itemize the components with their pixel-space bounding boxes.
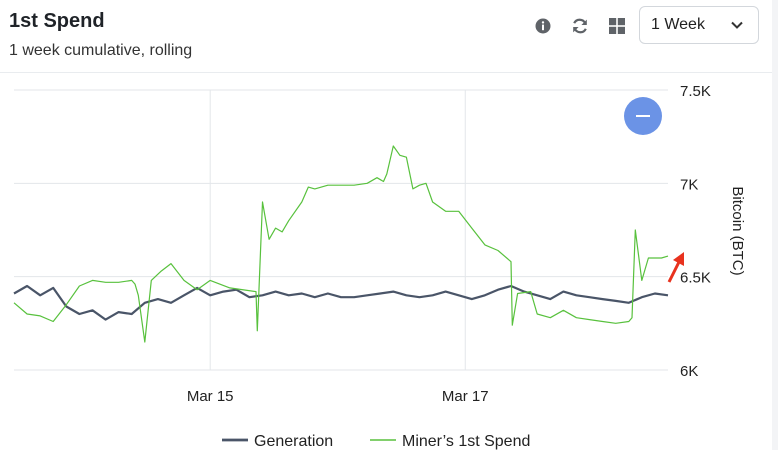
legend-label: Miner’s 1st Spend [402, 433, 530, 450]
scrollbar-track[interactable] [772, 0, 778, 450]
chevron-down-icon [730, 18, 744, 37]
chart-legend: Generation Miner’s 1st Spend [222, 433, 530, 450]
chart-grid [14, 89, 668, 371]
info-icon[interactable] [532, 15, 554, 37]
time-range-value: 1 Week [651, 16, 705, 33]
y-tick-label: 6.5K [680, 270, 711, 287]
minus-icon [636, 115, 650, 117]
series-line-generation [13, 284, 669, 321]
annotation-arrow [667, 252, 684, 283]
y-tick-label: 6K [680, 363, 698, 380]
y-tick-label: 7.5K [680, 83, 711, 100]
header-divider [0, 72, 778, 73]
y-axis-label: Bitcoin (BTC) [729, 186, 746, 275]
series-line-miners-1st-spend [13, 145, 669, 343]
zoom-out-button[interactable] [624, 97, 662, 135]
page-subtitle: 1 week cumulative, rolling [9, 42, 193, 59]
time-range-select[interactable]: 1 Week [639, 6, 759, 44]
x-tick-label: Mar 17 [442, 388, 489, 405]
y-tick-label: 7K [680, 176, 698, 193]
page-title: 1st Spend [9, 10, 105, 32]
grid-icon[interactable] [606, 15, 628, 37]
y-axis: 7.5K 7K 6.5K 6K [680, 83, 711, 380]
chart-series [13, 145, 669, 343]
refresh-icon[interactable] [569, 15, 591, 37]
x-axis: Mar 15 Mar 17 [187, 388, 489, 405]
legend-label: Generation [254, 433, 333, 450]
x-tick-label: Mar 15 [187, 388, 234, 405]
